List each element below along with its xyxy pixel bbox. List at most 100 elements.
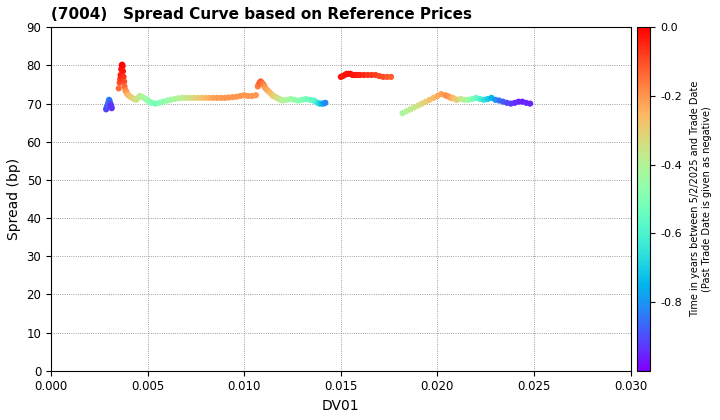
Point [345,71,356,77]
Point [513,98,524,105]
Point [267,93,279,100]
Point [200,94,212,101]
Point [114,79,125,86]
Point [102,100,114,107]
Point [431,93,443,100]
Point [271,94,283,101]
Point [370,72,382,79]
Point [134,93,145,100]
Point [428,94,439,101]
Point [184,94,196,101]
Point [227,94,238,100]
Point [449,96,461,102]
Point [165,97,176,103]
Point [257,80,269,87]
Point [314,100,325,107]
Point [348,72,360,79]
Point [150,100,161,107]
Point [117,61,128,68]
Point [310,98,321,105]
Point [439,92,451,99]
Y-axis label: Time in years between 5/2/2025 and Trade Date
(Past Trade Date is given as negat: Time in years between 5/2/2025 and Trade… [690,81,712,317]
Point [413,102,424,109]
Point [142,97,153,104]
Point [106,103,117,110]
Point [238,92,250,99]
Point [253,81,264,88]
Point [169,96,181,102]
Point [144,98,156,105]
Point [258,83,270,90]
Point [320,100,331,106]
Point [145,100,157,106]
Point [121,89,132,95]
Point [230,93,242,100]
Point [252,83,264,90]
Point [462,97,474,103]
Point [441,93,453,100]
Point [416,100,428,107]
Point [255,78,266,85]
Point [318,100,329,107]
Point [212,94,223,101]
Point [474,96,486,102]
Point [346,72,358,79]
Point [102,102,113,109]
Point [223,94,235,101]
Point [105,101,117,108]
Point [498,98,509,105]
Point [122,92,134,99]
Point [493,97,505,104]
Point [258,81,269,88]
Point [140,96,151,102]
Point [353,72,364,79]
Point [118,78,130,85]
Point [470,94,482,101]
Point [382,74,393,80]
Point [235,93,246,100]
Point [490,97,501,103]
Point [408,104,420,111]
Point [312,100,323,106]
Point [103,98,114,105]
Point [275,97,287,103]
Point [424,97,436,103]
Point [486,94,498,101]
Point [104,100,116,106]
Point [445,94,456,101]
Point [482,96,493,102]
Point [316,100,328,107]
Point [119,83,130,90]
Point [122,91,133,97]
Point [192,94,204,101]
Point [509,100,521,106]
Y-axis label: Spread (bp): Spread (bp) [7,158,21,240]
Point [304,97,315,103]
Point [341,71,352,77]
Point [246,93,258,100]
Point [351,72,362,79]
Point [455,96,467,102]
Point [308,97,320,104]
Point [196,94,207,101]
Point [118,74,130,80]
Point [173,95,184,102]
Point [100,106,112,113]
Point [117,68,129,74]
Point [385,74,397,80]
Point [266,91,277,97]
Point [451,97,462,103]
Point [115,66,127,73]
Point [188,94,199,101]
Point [292,97,304,104]
Point [256,79,267,86]
Point [158,98,169,105]
Point [524,100,536,107]
Point [260,85,271,92]
Point [335,74,346,80]
Point [300,96,312,102]
Point [517,98,528,105]
Point [281,97,292,103]
Point [130,97,142,103]
Point [181,94,192,101]
